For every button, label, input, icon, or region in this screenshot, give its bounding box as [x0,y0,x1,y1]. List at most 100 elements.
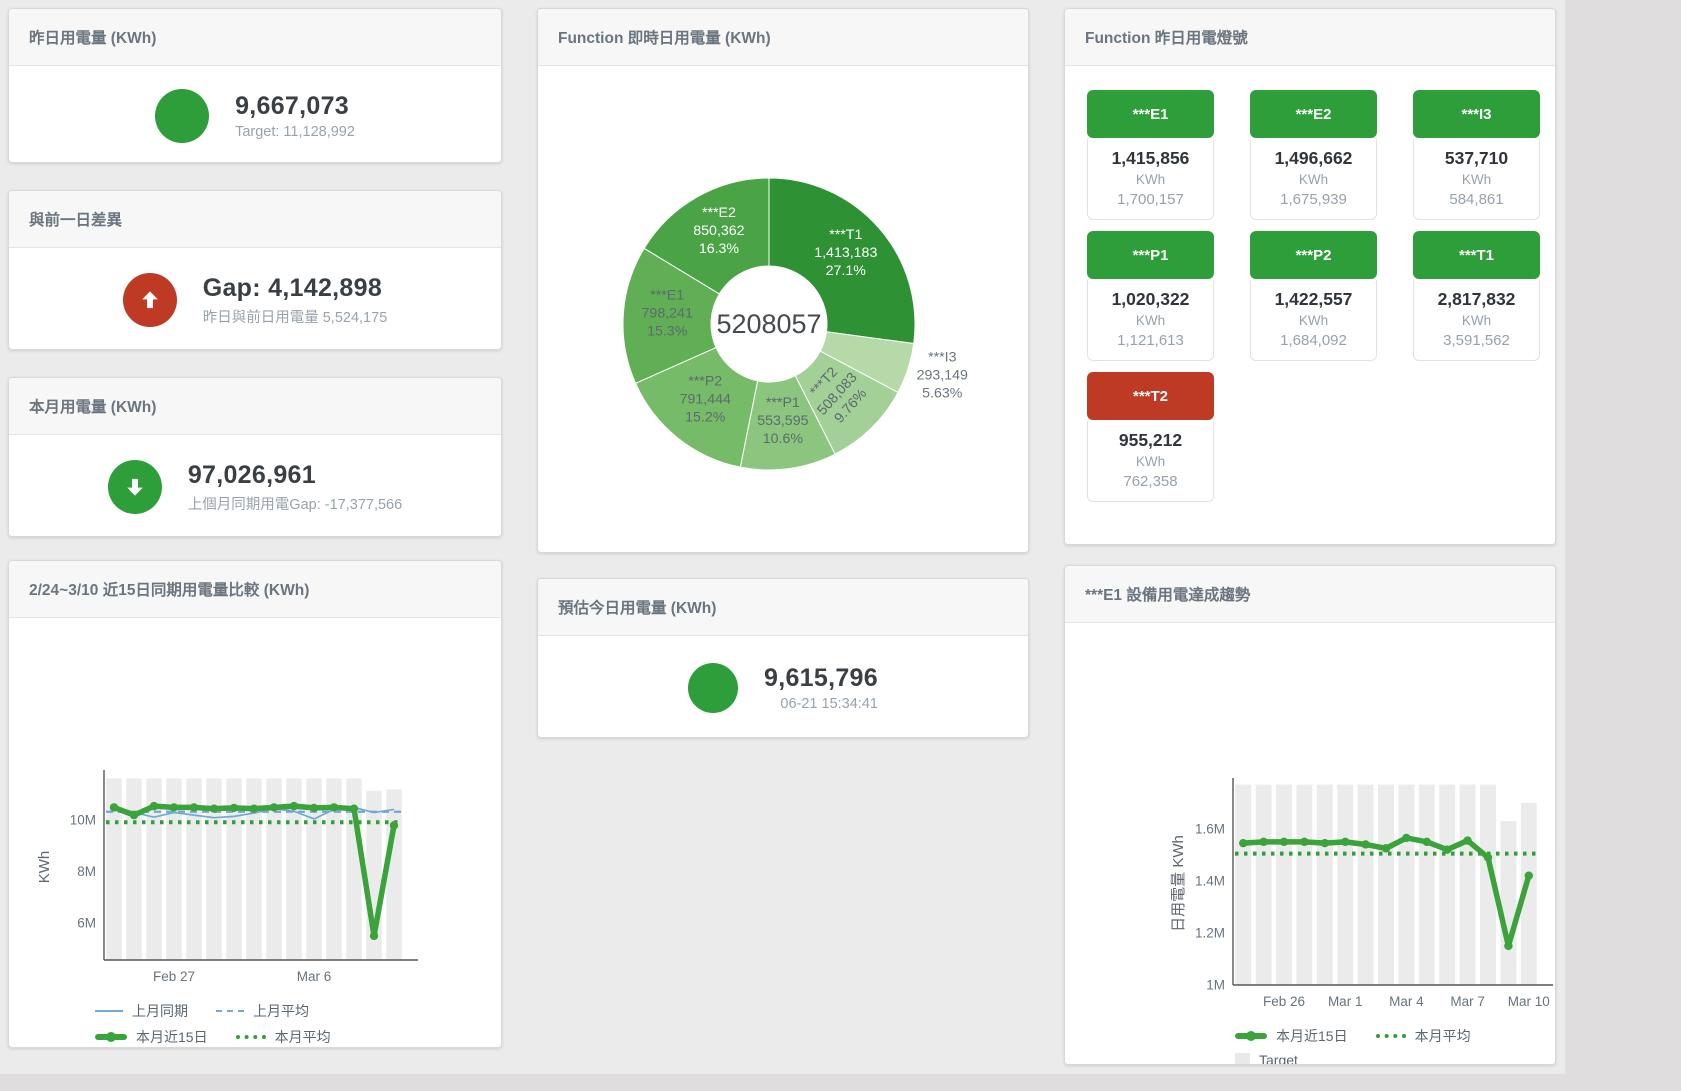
month-usage-card: 本月用電量 (KWh) 97,026,961 上個月同期用電Gap: -17,3… [8,377,502,537]
legend-label: 上月同期 [132,1003,188,1019]
y-tick-label: 8M [77,864,96,879]
e1-trend-legend: 本月近15日 本月平均 Target [1065,1026,1555,1065]
target-bar [1357,784,1374,985]
donut-slice-T1[interactable] [768,177,916,345]
legend-row: 上月同期 上月平均 [95,1001,501,1021]
x-tick-label: Mar 4 [1389,994,1424,1009]
lamp-tile-name: ***E2 [1250,90,1377,138]
day-gap-sub: 昨日與前日用電量 5,524,175 [202,309,388,326]
donut-label-P1: ***P1 553,595 10.6% [757,395,808,447]
legend-swatch-thick-solid [95,1032,127,1042]
arrow-up-icon [122,273,177,327]
legend-item-本月平均[interactable]: 本月平均 [1375,1026,1471,1046]
target-bar [1480,784,1496,985]
legend-label: 本月近15日 [1276,1028,1348,1044]
y-tick-label: 1M [1206,978,1225,993]
lamp-tile-target: 762,358 [1123,473,1178,490]
month-usage-value: 97,026,961 [187,460,316,489]
legend-item-Target[interactable]: Target [1235,1052,1298,1065]
legend-swatch-thick-solid [1235,1031,1267,1041]
lamp-tile-name: ***E1 [1087,90,1214,138]
lamp-tile-P2: ***P2 1,422,557 KWh 1,684,092 [1250,231,1377,361]
lamp-panel-title: Function 昨日用電燈號 [1065,9,1555,66]
legend-item-本月近15日[interactable]: 本月近15日 [1235,1026,1348,1046]
lamp-tile-unit: KWh [1135,454,1166,469]
today-estimate-title: 預估今日用電量 (KWh) [538,579,1028,636]
lamp-tile-body: 1,422,557 KWh 1,684,092 [1250,280,1377,361]
target-bar [1316,784,1333,985]
x-tick-label: Mar 6 [297,969,332,984]
lamp-tile-value: 537,710 [1444,148,1509,168]
yesterday-usage-title: 昨日用電量 (KWh) [9,9,501,66]
y-tick-label: 1.2M [1195,925,1225,940]
lamp-tile-target: 1,121,613 [1117,332,1184,349]
legend-label: 本月平均 [1414,1028,1471,1044]
month-usage-sub: 上個月同期用電Gap: -17,377,566 [187,496,403,513]
donut-label-P2: ***P2 791,444 15.2% [680,374,731,426]
target-bar [1337,784,1354,985]
target-bar [146,778,162,960]
legend-label: 本月近15日 [136,1029,208,1045]
comparison-chart-card: 2/24~3/10 近15日同期用電量比較 (KWh) 6M 8M 10M Feb 2… [8,560,502,1048]
month-usage-title: 本月用電量 (KWh) [9,378,501,435]
target-bar [206,778,222,960]
lamp-tile-target: 1,675,939 [1280,191,1347,208]
legend-item-本月平均[interactable]: 本月平均 [235,1027,331,1047]
target-bar [1276,784,1292,985]
lamp-tile-target: 1,700,157 [1117,191,1184,208]
target-bar [386,789,402,960]
legend-label: Target [1259,1052,1298,1065]
legend-label: 本月平均 [274,1029,331,1045]
lamp-tile-body: 2,817,832 KWh 3,591,562 [1413,280,1540,361]
legend-item-上月同期[interactable]: 上月同期 [95,1001,188,1021]
lamp-tile-T2: ***T2 955,212 KWh 762,358 [1087,372,1214,502]
lamp-tile-body: 1,020,322 KWh 1,121,613 [1087,280,1214,361]
e1-trend-chart: 1M 1.2M 1.4M 1.6M Feb 26 Mar 1 Mar 4 Mar 7 Mar 1… [1170,778,1553,1009]
lamp-tile-unit: KWh [1135,313,1166,328]
day-gap-title: 與前一日差異 [9,191,501,248]
arrow-down-icon [107,460,162,514]
lamp-tile-E1: ***E1 1,415,856 KWh 1,700,157 [1087,90,1214,220]
lamp-tile-target: 1,684,092 [1280,332,1347,349]
legend-row: 本月近15日 本月平均 [95,1027,501,1047]
donut-slice-P2[interactable] [634,346,759,468]
lamp-tile-unit: KWh [1298,313,1329,328]
target-bar [126,778,142,960]
lamp-tile-value: 2,817,832 [1437,289,1516,309]
legend-row: 本月近15日 本月平均 [1235,1026,1555,1046]
lamp-tile-unit: KWh [1135,172,1166,187]
status-green-circle-icon [155,88,210,143]
legend-item-本月近15日[interactable]: 本月近15日 [95,1027,208,1047]
legend-row: Target [1235,1052,1555,1065]
donut-slice-E2[interactable] [643,177,770,295]
target-bar [326,778,342,960]
donut-label-E2: ***E2 850,362 16.3% [693,205,744,257]
legend-swatch-dotted [235,1035,266,1039]
legend-swatch-target [1235,1052,1250,1064]
x-tick-label: Feb 27 [153,969,195,984]
target-bar [1296,784,1313,985]
day-gap-card: 與前一日差異 Gap: 4,142,898 昨日與前日用電量 5,524,175 [8,190,502,350]
y-tick-label: 1.4M [1195,873,1225,888]
target-bar [1235,784,1252,985]
lamp-tile-name: ***I3 [1413,90,1540,138]
lamp-tile-body: 1,415,856 KWh 1,700,157 [1087,139,1214,220]
target-bar [1459,784,1476,985]
lamp-tile-target: 584,861 [1449,191,1504,208]
lamp-grid: ***E1 1,415,856 KWh 1,700,157 ***E2 1,496,662… [1065,66,1555,502]
yesterday-usage-card: 昨日用電量 (KWh) 9,667,073 Target: 11,128,992 [8,8,502,163]
donut-slice-E1[interactable] [622,247,721,384]
y-tick-label: 6M [77,916,96,931]
realtime-donut-card: Function 即時日用電量 (KWh) ***T1 1,413,183 27.1… [537,8,1029,553]
target-bar [1439,784,1456,985]
lamp-tile-P1: ***P1 1,020,322 KWh 1,121,613 [1087,231,1214,361]
lamp-tile-value: 1,020,322 [1111,289,1190,309]
lamp-tile-I3: ***I3 537,710 KWh 584,861 [1413,90,1540,220]
target-bar [1378,784,1394,985]
legend-label: 上月平均 [253,1003,309,1019]
y-axis-label: KWh [36,851,53,884]
target-bar [1255,784,1272,985]
y-axis-label: 日用電量 KWh [1170,835,1187,932]
legend-item-上月平均[interactable]: 上月平均 [216,1001,309,1021]
